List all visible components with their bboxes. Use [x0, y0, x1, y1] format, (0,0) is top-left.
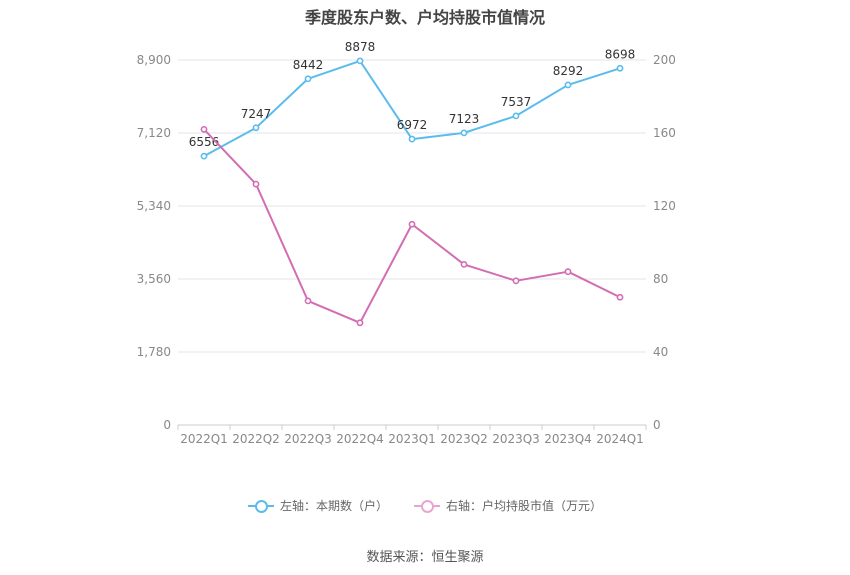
legend: 左轴：本期数（户） 右轴：户均持股市值（万元）	[0, 497, 850, 514]
x-axis-tick-label: 2023Q3	[492, 432, 540, 446]
data-point-avg-value	[616, 293, 624, 301]
x-axis-tick-label: 2023Q4	[544, 432, 592, 446]
x-axis-tick-label: 2022Q2	[232, 432, 280, 446]
data-label: 6556	[189, 135, 220, 149]
legend-item-left-axis[interactable]: 左轴：本期数（户）	[247, 497, 388, 514]
legend-left-label: 左轴：本期数（户）	[279, 499, 388, 513]
data-point-avg-value	[252, 180, 260, 188]
legend-right-label: 右轴：户均持股市值（万元）	[446, 499, 603, 513]
data-point-holders	[564, 81, 572, 89]
left-axis-tick-label: 0	[163, 418, 171, 432]
left-axis-tick-label: 3,560	[137, 272, 171, 286]
data-point-holders	[304, 75, 312, 83]
x-axis-tick-label: 2023Q1	[388, 432, 436, 446]
data-label: 7123	[449, 112, 480, 126]
data-label: 8292	[553, 64, 584, 78]
left-axis-tick-label: 8,900	[137, 53, 171, 67]
right-axis-tick-label: 120	[653, 199, 676, 213]
right-axis-tick-label: 0	[653, 418, 661, 432]
left-axis-tick-label: 5,340	[137, 199, 171, 213]
data-source: 数据来源：恒生聚源	[366, 550, 484, 565]
data-point-avg-value	[200, 125, 208, 133]
data-point-avg-value	[512, 277, 520, 285]
data-point-holders	[616, 64, 624, 72]
data-point-avg-value	[564, 268, 572, 276]
x-axis-tick-label: 2022Q1	[180, 432, 228, 446]
right-axis-tick-label: 40	[653, 345, 668, 359]
data-label: 8878	[345, 40, 376, 54]
right-axis-tick-label: 160	[653, 126, 676, 140]
left-axis-tick-label: 7,120	[137, 126, 171, 140]
chart-title: 季度股东户数、户均持股市值情况	[304, 8, 545, 27]
data-label: 7247	[241, 107, 272, 121]
data-point-avg-value	[460, 260, 468, 268]
x-axis-tick-label: 2023Q2	[440, 432, 488, 446]
data-point-holders	[512, 112, 520, 120]
data-point-holders	[252, 124, 260, 132]
left-axis-tick-label: 1,780	[137, 345, 171, 359]
x-axis-tick-label: 2024Q1	[596, 432, 644, 446]
legend-left-marker	[247, 499, 274, 513]
x-axis-tick-label: 2022Q4	[336, 432, 384, 446]
legend-item-right-axis[interactable]: 右轴：户均持股市值（万元）	[414, 497, 602, 514]
data-label: 8442	[293, 58, 324, 72]
data-point-avg-value	[356, 319, 364, 327]
data-point-avg-value	[408, 220, 416, 228]
data-point-holders	[408, 135, 416, 143]
data-label: 7537	[501, 95, 532, 109]
x-axis-tick-label: 2022Q3	[284, 432, 332, 446]
data-point-holders	[460, 129, 468, 137]
data-point-holders	[356, 57, 364, 65]
legend-right-marker	[414, 499, 440, 513]
data-point-avg-value	[304, 297, 312, 305]
right-axis-tick-label: 200	[653, 53, 676, 67]
data-point-holders	[200, 152, 208, 160]
data-label: 6972	[397, 118, 428, 132]
data-label: 8698	[605, 47, 636, 61]
right-axis-tick-label: 80	[653, 272, 668, 286]
